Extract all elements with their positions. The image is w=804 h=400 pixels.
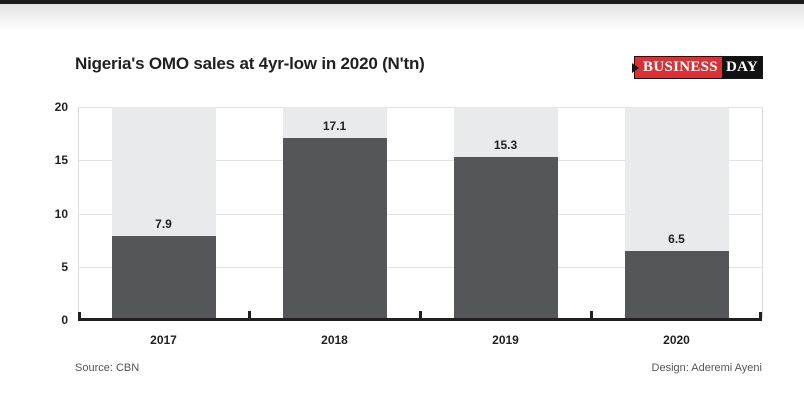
- design-credit: Design: Aderemi Ayeni: [651, 362, 762, 374]
- logo-day-text: DAY: [721, 57, 762, 78]
- y-axis-tick-label: 15: [54, 153, 68, 168]
- bar-value-label-2018: 17.1: [322, 118, 347, 133]
- logo-business-text: BUSINESS: [635, 57, 722, 78]
- top-gradient: [0, 4, 804, 30]
- plot-border-left: [78, 107, 79, 318]
- y-axis-tick-label: 5: [61, 259, 68, 274]
- y-axis-tick-label: 10: [54, 206, 68, 221]
- category-label-2017: 2017: [150, 333, 177, 347]
- bar-2018: [282, 137, 387, 318]
- source-credit: Source: CBN: [75, 362, 140, 374]
- bar-value-label-2020: 6.5: [668, 231, 685, 246]
- x-axis-line: [78, 318, 762, 321]
- x-axis-tick: [248, 311, 251, 318]
- top-bar: [0, 0, 804, 4]
- gridline: [78, 107, 762, 108]
- bar-value-label-2017: 7.9: [155, 216, 172, 231]
- category-label-2018: 2018: [321, 333, 348, 347]
- y-axis-tick-label: 0: [61, 313, 68, 327]
- gridline: [78, 160, 762, 162]
- x-axis-tick: [590, 311, 593, 318]
- plot-border-right: [762, 107, 763, 318]
- category-label-2019: 2019: [492, 333, 519, 347]
- bar-2019: [453, 157, 558, 318]
- businessday-logo: BUSINESS DAY: [632, 56, 763, 79]
- category-label-2020: 2020: [663, 333, 690, 347]
- gridline: [78, 213, 762, 215]
- y-axis-tick-label: 20: [54, 100, 68, 114]
- x-axis-tick: [419, 311, 422, 318]
- x-axis-end-cap: [78, 312, 81, 321]
- bar-2017: [111, 235, 216, 318]
- gridline: [78, 266, 762, 268]
- x-axis-end-cap: [759, 312, 762, 321]
- bar-2020: [624, 250, 729, 318]
- bar-value-label-2019: 15.3: [493, 138, 518, 153]
- logo-arrow-icon: [632, 62, 640, 73]
- chart-title: Nigeria's OMO sales at 4yr-low in 2020 (…: [75, 54, 425, 73]
